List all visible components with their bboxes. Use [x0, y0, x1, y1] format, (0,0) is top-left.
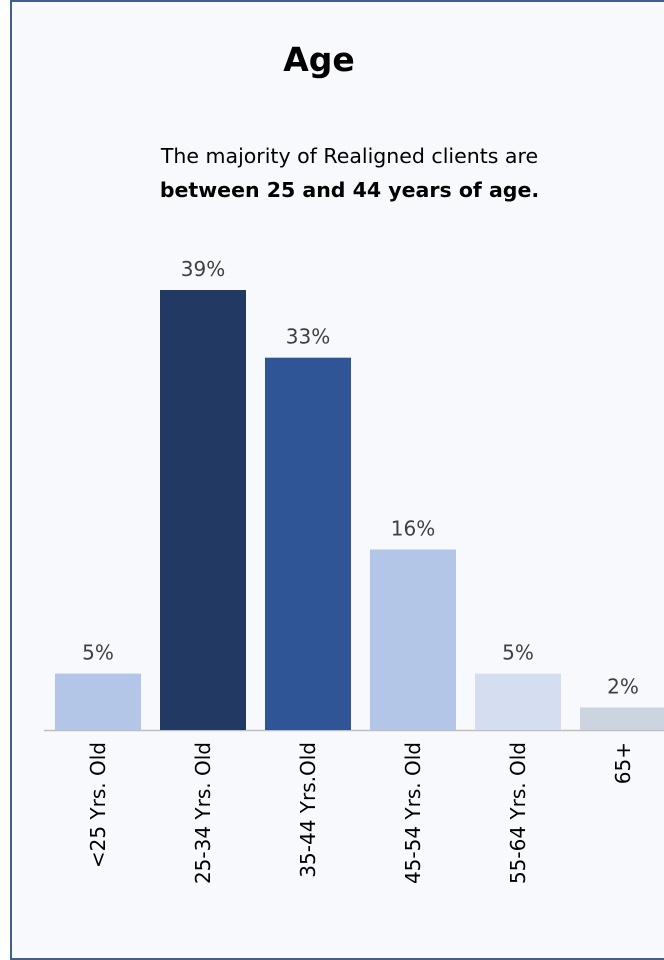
data-label-2: 33%	[286, 325, 330, 349]
bar-5	[580, 707, 664, 730]
category-label-3: 45-54 Yrs. Old	[401, 742, 425, 884]
category-label-4: 55-64 Yrs. Old	[506, 742, 530, 884]
data-label-3: 16%	[391, 516, 435, 540]
category-label-1: 25-34 Yrs. Old	[191, 742, 215, 884]
chart-panel: Age The majority of Realigned clients ar…	[10, 0, 664, 960]
bar-1	[160, 290, 246, 730]
chart-subtitle: The majority of Realigned clients are be…	[22, 139, 664, 207]
category-label-2: 35-44 Yrs.Old	[296, 742, 320, 878]
chart-title: Age	[283, 40, 355, 79]
bar-2	[265, 357, 351, 730]
subtitle-line-1: The majority of Realigned clients are	[160, 144, 539, 168]
data-label-5: 2%	[607, 674, 639, 698]
data-label-1: 39%	[181, 257, 225, 281]
data-label-4: 5%	[502, 641, 534, 665]
category-label-0: <25 Yrs. Old	[86, 742, 110, 868]
data-label-0: 5%	[82, 641, 114, 665]
bar-3	[370, 549, 456, 730]
subtitle-line-2: between 25 and 44 years of age.	[159, 178, 540, 202]
bar-4	[475, 673, 561, 730]
category-label-5: 65+	[611, 742, 635, 784]
bar-0	[55, 673, 141, 730]
